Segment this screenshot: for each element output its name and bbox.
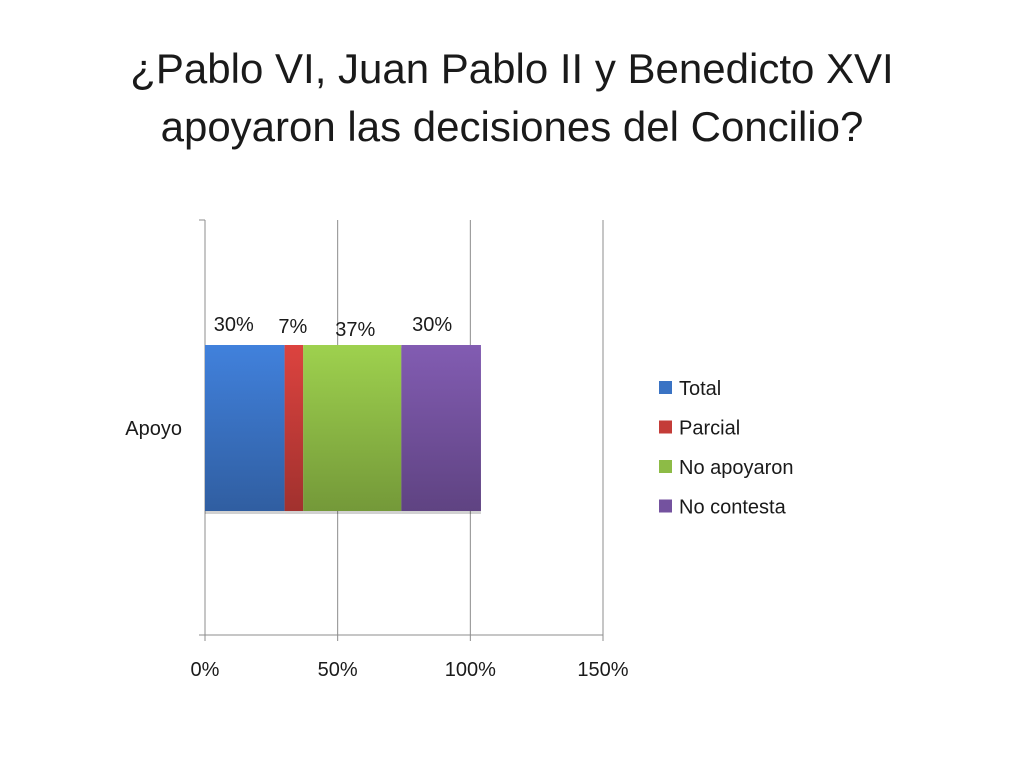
x-tick-label: 100%: [445, 659, 496, 681]
category-label: Apoyo: [125, 418, 182, 440]
x-tick-label: 150%: [577, 659, 628, 681]
legend-swatch: [659, 460, 672, 473]
bar-no-contesta: [401, 345, 481, 511]
legend-swatch: [659, 420, 672, 434]
bar-total: [205, 345, 285, 511]
chart-title-line-1: ¿Pablo VI, Juan Pablo II y Benedicto XVI: [130, 45, 894, 92]
data-label: 30%: [412, 314, 452, 336]
legend-label: Parcial: [679, 418, 740, 440]
data-label: 7%: [278, 316, 307, 338]
chart-title: ¿Pablo VI, Juan Pablo II y Benedicto XVI…: [60, 40, 964, 156]
x-tick-label: 50%: [318, 659, 358, 681]
legend-label: No contesta: [679, 497, 787, 519]
bar-parcial: [284, 345, 304, 511]
legend-swatch: [659, 381, 672, 394]
bar-no-apoyaron: [303, 345, 402, 511]
x-tick-label: 0%: [191, 659, 220, 681]
legend-label: Total: [679, 378, 721, 400]
legend-swatch: [659, 499, 672, 513]
data-label: 37%: [335, 319, 375, 341]
chart-title-line-2: apoyaron las decisiones del Concilio?: [160, 103, 864, 150]
data-label: 30%: [214, 314, 254, 336]
legend-label: No apoyaron: [679, 457, 794, 479]
